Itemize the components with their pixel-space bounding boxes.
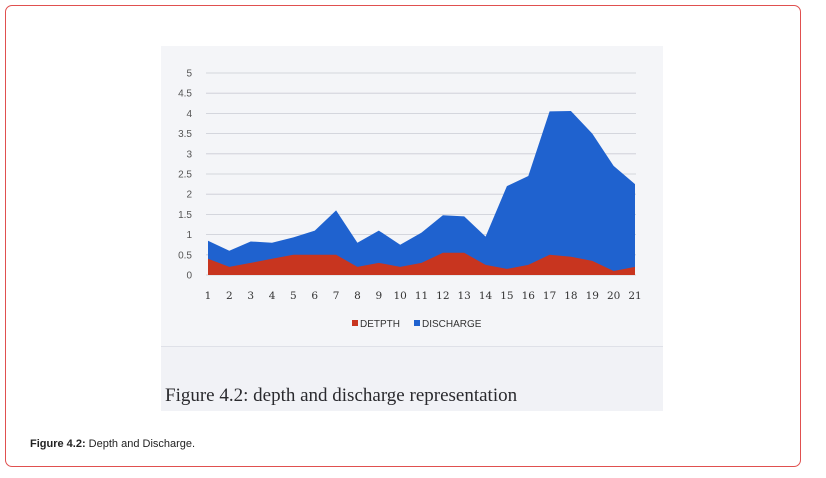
y-tick-label: 5 xyxy=(186,69,192,80)
x-tick-label: 11 xyxy=(415,290,428,302)
y-tick-label: 2 xyxy=(186,190,192,201)
series-area-discharge xyxy=(208,111,635,275)
x-tick-label: 2 xyxy=(226,290,233,302)
x-tick-label: 5 xyxy=(290,290,297,302)
y-tick-label: 3 xyxy=(186,149,192,160)
x-tick-label: 15 xyxy=(500,290,513,302)
x-tick-label: 17 xyxy=(543,290,556,302)
x-tick-label: 10 xyxy=(393,290,406,302)
chart-panel: 0 0.5 1 1.5 2 2.5 3 3.5 4 4.5 5 1 2 3 4 5 6 7 8 9 10 11 12 13 14… xyxy=(161,46,663,347)
y-tick-label: 4.5 xyxy=(178,89,192,100)
legend-label-detpth: DETPTH xyxy=(360,319,400,330)
y-tick-label: 1.5 xyxy=(178,210,192,221)
y-tick-label: 0.5 xyxy=(178,250,192,261)
area-chart: 00.511.522.533.544.551 2 3 4 5 6 7 8 9 10 11 12 13 14… xyxy=(178,69,642,331)
x-tick-label: 8 xyxy=(354,290,361,302)
caption-text: Depth and Discharge. xyxy=(85,438,196,450)
figure-card: 0 0.5 1 1.5 2 2.5 3 3.5 4 4.5 5 1 2 3 4 5 6 7 8 9 10 11 12 13 14… xyxy=(5,5,801,467)
legend-swatch-discharge xyxy=(414,320,420,326)
figure-title: Figure 4.2: depth and discharge represen… xyxy=(165,385,518,406)
x-tick-label: 19 xyxy=(586,290,599,302)
x-tick-label: 4 xyxy=(269,290,276,302)
x-tick-label: 20 xyxy=(607,290,620,302)
y-tick-label: 3.5 xyxy=(178,129,192,140)
legend-label-discharge: DISCHARGE xyxy=(422,319,482,330)
y-tick-label: 4 xyxy=(186,109,192,120)
y-tick-label: 2.5 xyxy=(178,170,192,181)
y-tick-label: 1 xyxy=(186,230,192,241)
caption-label: Figure 4.2: xyxy=(30,438,86,450)
x-tick-label: 21 xyxy=(628,290,641,302)
x-tick-label: 9 xyxy=(375,290,382,302)
figure-caption: Figure 4.2: Depth and Discharge. xyxy=(30,438,195,450)
series-area-detpth xyxy=(208,252,635,275)
x-tick-label: 6 xyxy=(311,290,318,302)
y-tick-label: 0 xyxy=(186,271,192,282)
figure-photo: 0 0.5 1 1.5 2 2.5 3 3.5 4 4.5 5 1 2 3 4 5 6 7 8 9 10 11 12 13 14… xyxy=(161,46,663,411)
x-tick-label: 1 xyxy=(205,290,212,302)
x-tick-label: 3 xyxy=(247,290,254,302)
x-tick-label: 16 xyxy=(522,290,536,302)
x-tick-label: 13 xyxy=(458,290,471,302)
x-tick-label: 18 xyxy=(564,290,577,302)
x-tick-label: 7 xyxy=(333,290,340,302)
x-tick-label: 14 xyxy=(479,290,493,302)
legend-swatch-detpth xyxy=(352,320,358,326)
x-tick-label: 12 xyxy=(436,290,449,302)
